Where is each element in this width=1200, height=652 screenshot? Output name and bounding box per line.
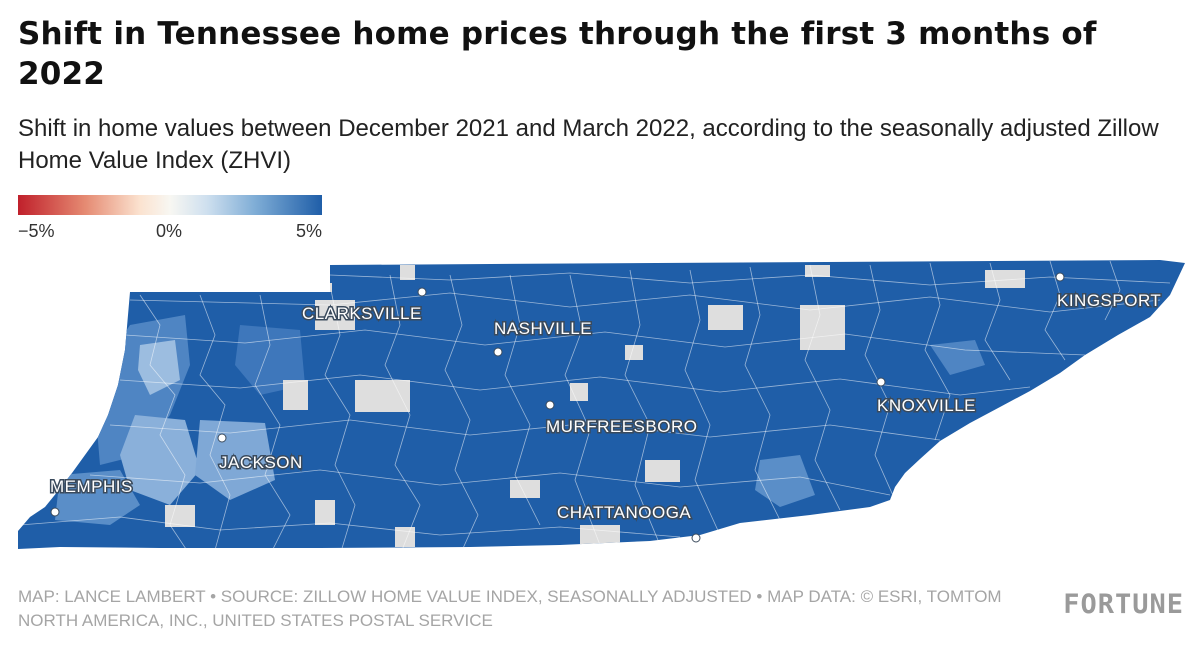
legend-mid-label: 0% (156, 221, 183, 241)
east-region-2 (930, 340, 985, 375)
chart-subtitle: Shift in home values between December 20… (18, 115, 1159, 174)
east-region-1 (755, 455, 815, 507)
tennessee-zip-map: CLARKSVILLE NASHVILLE KINGSPORT MURFREES… (18, 260, 1185, 549)
state-fill-group (18, 260, 1185, 549)
west-region-5 (55, 470, 140, 525)
fortune-logo: FORTUNE (1063, 589, 1184, 620)
legend-min-label: −5% (18, 221, 55, 241)
city-label-nashville: NASHVILLE (494, 319, 592, 338)
memphis-dot (50, 507, 60, 517)
city-label-kingsport: KINGSPORT (1057, 291, 1161, 310)
source-credit: MAP: LANCE LAMBERT • SOURCE: ZILLOW HOME… (18, 587, 1002, 630)
zip-boundaries (19, 260, 1171, 549)
knoxville-dot (876, 377, 886, 387)
city-markers (50, 272, 1065, 543)
city-label-knoxville: KNOXVILLE (877, 396, 976, 415)
nodata-patch (645, 460, 680, 482)
city-label-chattanooga: CHATTANOOGA (557, 503, 691, 522)
nodata-patch (985, 270, 1025, 288)
city-label-clarksville: CLARKSVILLE (302, 304, 422, 323)
nodata-patch (708, 305, 743, 330)
jackson-dot (217, 433, 227, 443)
city-label-murfreesboro: MURFREESBORO (546, 417, 697, 436)
nodata-patch (625, 345, 643, 360)
murfreesboro-dot (545, 400, 555, 410)
nodata-patch (400, 265, 415, 280)
nodata-patch (395, 527, 415, 547)
nodata-patch (315, 500, 335, 525)
nodata-patch (510, 480, 540, 498)
nodata-patch (580, 525, 620, 547)
west-region-3 (120, 415, 200, 505)
nodata-patch (805, 265, 830, 277)
city-label-jackson: JACKSON (219, 453, 303, 472)
nodata-patch (283, 380, 308, 410)
clarksville-dot (417, 287, 427, 297)
legend-gradient-bar (18, 195, 322, 215)
west-region-4 (195, 420, 275, 500)
nodata-patch (355, 380, 410, 412)
chattanooga-dot (691, 533, 701, 543)
nodata-patch (800, 305, 845, 350)
state-border-notch (330, 283, 332, 292)
city-label-memphis: MEMPHIS (50, 477, 133, 496)
nodata-patch (165, 505, 195, 527)
color-legend: −5% 0% 5% (18, 195, 322, 243)
kingsport-dot (1055, 272, 1065, 282)
chart-title: Shift in Tennessee home prices through t… (18, 16, 1097, 92)
nashville-dot (493, 347, 503, 357)
west-region-2 (138, 340, 180, 395)
legend-max-label: 5% (295, 221, 322, 241)
